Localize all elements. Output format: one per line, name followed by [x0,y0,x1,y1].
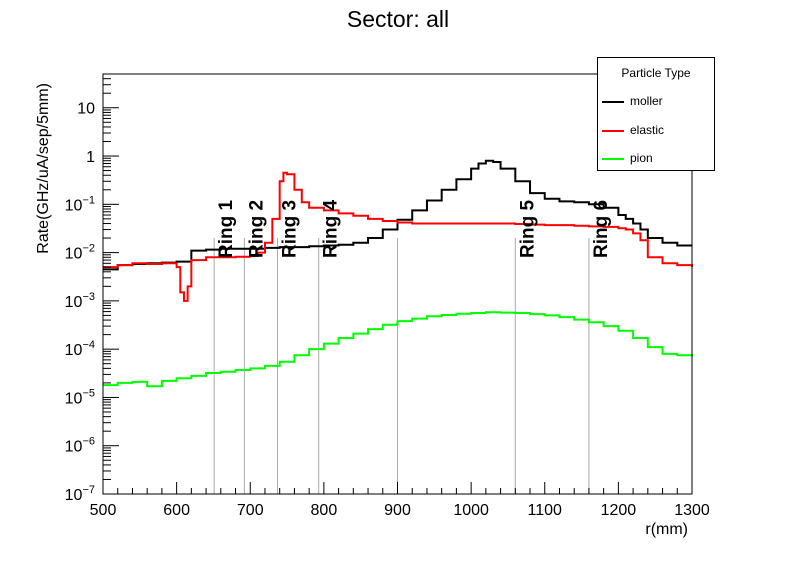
ring-label-5: Ring 5 [517,200,538,258]
legend-swatch-moller [602,101,624,103]
legend: Particle Type moller elastic pion [597,57,715,171]
ring-label-6: Ring 6 [591,200,612,258]
legend-label-moller: moller [630,94,663,108]
y-tick-label: 10−7 [65,484,95,504]
y-tick-label: 10−3 [65,291,95,311]
legend-swatch-elastic [602,130,624,132]
x-tick-label: 500 [90,502,117,519]
x-tick-label: 700 [237,502,264,519]
x-tick-label: 900 [384,502,411,519]
series-elastic-line [103,171,693,302]
y-axis-label: Rate(GHz/uA/sep/5mm) [35,83,52,254]
y-tick-label: 10−2 [65,243,95,263]
ring-label-4: Ring 4 [321,200,342,258]
x-tick-label: 1100 [528,502,563,519]
y-tick-label: 10−6 [65,436,95,456]
series-moller-line [103,159,692,271]
y-tick-label: 10−4 [65,339,95,359]
y-tick-label: 1 [86,149,95,166]
x-tick-label: 1000 [453,502,489,519]
legend-label-pion: pion [630,151,653,165]
x-tick-label: 1300 [674,502,710,519]
ring-label-3: Ring 3 [279,200,300,258]
chart-title: Sector: all [346,6,450,32]
x-tick-label: 1200 [601,502,637,519]
legend-label-elastic: elastic [630,123,665,137]
series-pion-line [103,311,693,388]
legend-swatch-pion [602,158,624,160]
ring-label-2: Ring 2 [246,200,267,258]
y-tick-label: 10 [77,101,95,118]
x-axis-label: r(mm) [645,521,688,538]
x-tick-label: 800 [311,502,338,519]
x-tick-label: 600 [163,502,190,519]
y-tick-label: 10−1 [65,194,95,214]
y-tick-label: 10−5 [65,387,95,407]
ring-label-1: Ring 1 [216,200,237,258]
legend-title: Particle Type [621,66,691,80]
